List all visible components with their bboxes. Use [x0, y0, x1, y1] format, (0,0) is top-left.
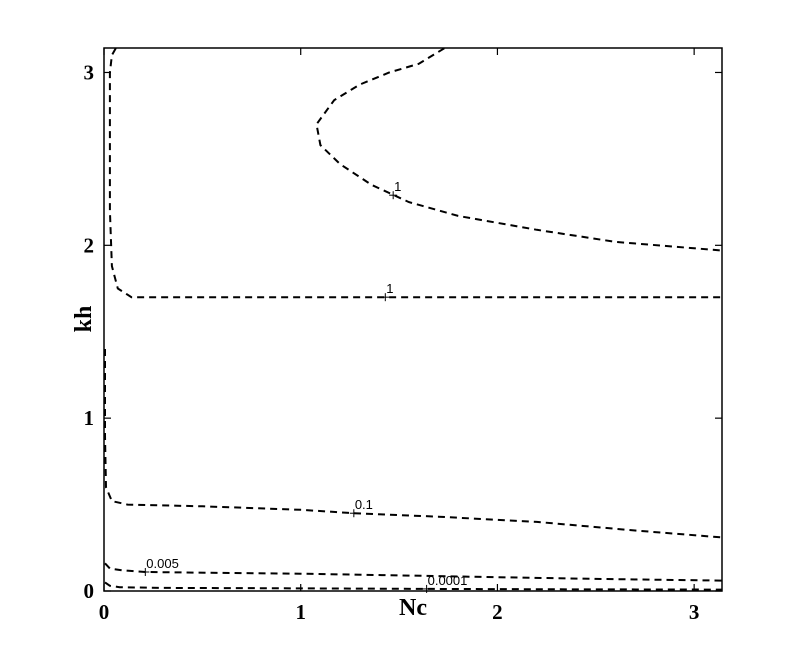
contour-label-1: 1: [386, 281, 393, 296]
contour-label-4: 0.0001: [428, 573, 468, 588]
y-tick-label-3: 3: [84, 60, 95, 84]
plot-frame: [103, 47, 723, 592]
contour-label-marker-0: [389, 191, 398, 200]
x-tick-label-1: 1: [295, 600, 306, 624]
y-axis-label: kh: [71, 306, 97, 333]
contour-line-0: [315, 47, 722, 252]
contour-line-1: [108, 47, 722, 299]
y-tick-label-2: 2: [84, 233, 95, 257]
axis-tick-labels: 0 1 2 3 0 1 2 3: [84, 60, 700, 624]
contour-label-2: 0.1: [355, 497, 373, 512]
contour-label-0: 1: [394, 179, 401, 194]
contour-labels: 1 1 0.1 0.005 0.0001: [146, 179, 467, 588]
x-tick-label-0: 0: [99, 600, 110, 624]
contour-line-2: [104, 349, 722, 539]
contour-line-3: [104, 562, 722, 582]
axis-ticks: [103, 48, 722, 592]
contour-lines: [104, 47, 722, 591]
contour-label-marker-3: [141, 567, 150, 576]
x-tick-label-2: 2: [492, 600, 503, 624]
contour-label-3: 0.005: [146, 556, 179, 571]
contour-label-markers: [141, 191, 431, 593]
y-tick-label-0: 0: [84, 579, 95, 603]
contour-label-marker-1: [381, 293, 390, 302]
y-tick-label-1: 1: [84, 406, 95, 430]
x-tick-label-3: 3: [689, 600, 700, 624]
x-axis-label: Nc: [399, 595, 427, 621]
contour-line-4: [104, 581, 722, 591]
contour-label-marker-2: [349, 509, 358, 518]
